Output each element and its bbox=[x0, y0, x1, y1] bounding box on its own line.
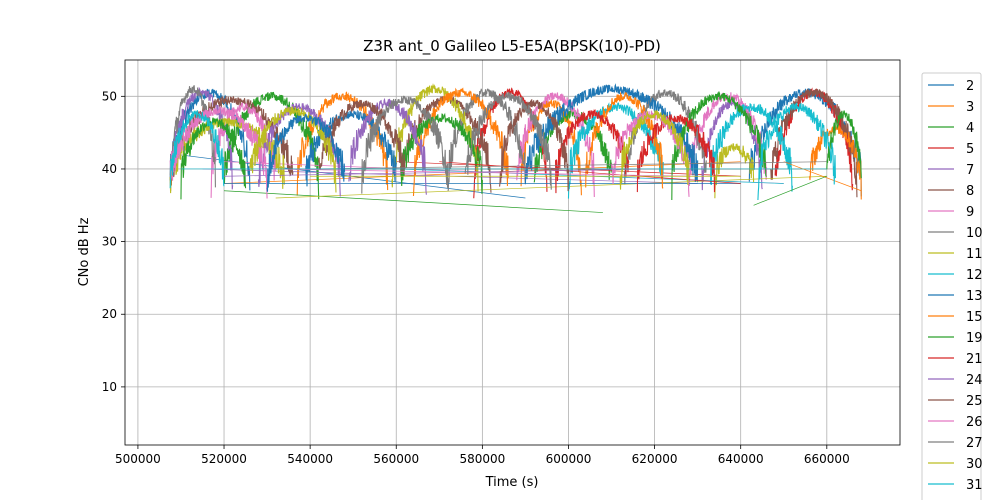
legend-label: 21 bbox=[966, 352, 983, 367]
y-tick-label: 10 bbox=[102, 380, 117, 394]
y-axis-label: CNo dB Hz bbox=[77, 217, 92, 286]
series-gap-line bbox=[310, 161, 827, 170]
x-tick-label: 620000 bbox=[632, 452, 678, 466]
series-gap-line bbox=[783, 161, 862, 192]
y-tick-label: 50 bbox=[102, 89, 117, 103]
series-pass bbox=[169, 110, 225, 189]
series-pass bbox=[464, 91, 552, 190]
legend-label: 13 bbox=[966, 289, 983, 304]
x-tick-label: 560000 bbox=[373, 452, 419, 466]
legend-label: 5 bbox=[966, 142, 974, 157]
series-line-31 bbox=[169, 102, 836, 201]
series-pass bbox=[169, 106, 268, 199]
legend-label: 3 bbox=[966, 100, 974, 115]
series-line-33 bbox=[266, 113, 346, 192]
series-pass bbox=[619, 110, 690, 190]
legend-label: 24 bbox=[966, 373, 983, 388]
legend-label: 2 bbox=[966, 79, 974, 94]
x-tick-label: 640000 bbox=[718, 452, 764, 466]
chart-title: Z3R ant_0 Galileo L5-E5A(BPSK(10)-PD) bbox=[363, 37, 661, 56]
series-pass bbox=[499, 98, 570, 192]
series-pass bbox=[447, 88, 526, 192]
series-gap-line bbox=[267, 168, 698, 177]
series-pass bbox=[266, 113, 346, 192]
series-pass bbox=[180, 117, 247, 200]
x-tick-label: 500000 bbox=[115, 452, 161, 466]
series-pass bbox=[585, 92, 664, 189]
series-pass bbox=[318, 99, 406, 175]
series-gap-line bbox=[224, 190, 603, 213]
series-pass bbox=[296, 91, 389, 196]
legend-label: 27 bbox=[966, 436, 983, 451]
legend-label: 8 bbox=[966, 184, 974, 199]
x-tick-label: 580000 bbox=[459, 452, 505, 466]
legend-label: 11 bbox=[966, 247, 983, 262]
series-pass bbox=[169, 86, 234, 190]
plot-frame bbox=[124, 59, 901, 446]
legend-label: 10 bbox=[966, 226, 983, 241]
legend-label: 19 bbox=[966, 331, 983, 346]
series-pass bbox=[714, 142, 755, 199]
legend: 23457891011121315192124252627303133 bbox=[921, 72, 983, 500]
legend-label: 26 bbox=[966, 415, 983, 430]
legend-label: 4 bbox=[966, 121, 974, 136]
x-axis-label: Time (s) bbox=[485, 475, 539, 490]
series-line-30 bbox=[249, 106, 741, 193]
legend-label: 15 bbox=[966, 310, 983, 325]
x-tick-label: 660000 bbox=[804, 452, 850, 466]
legend-box bbox=[921, 72, 982, 500]
series-pass bbox=[701, 100, 763, 191]
legend-label: 9 bbox=[966, 205, 974, 220]
series-gap-line bbox=[224, 168, 655, 177]
y-tick-label: 40 bbox=[102, 162, 117, 176]
series-pass bbox=[567, 101, 664, 199]
series-pass bbox=[671, 90, 767, 201]
series-line-27 bbox=[310, 91, 827, 194]
series-line-21 bbox=[439, 108, 741, 194]
series-pass bbox=[555, 108, 630, 194]
series-pass bbox=[710, 103, 793, 192]
y-tick-label: 30 bbox=[102, 235, 117, 249]
series-pass bbox=[348, 97, 427, 195]
series-layer bbox=[169, 83, 862, 213]
x-axis: 500000 520000 540000 560000 580000 600000 6200… bbox=[115, 445, 850, 466]
x-tick-label: 520000 bbox=[201, 452, 247, 466]
series-pass bbox=[361, 95, 449, 194]
series-pass bbox=[826, 110, 862, 179]
series-gap-line bbox=[753, 175, 827, 206]
series-gap-line bbox=[439, 161, 741, 184]
legend-label: 7 bbox=[966, 163, 974, 178]
series-pass bbox=[757, 102, 836, 201]
series-pass bbox=[636, 114, 716, 193]
y-tick-label: 20 bbox=[102, 307, 117, 321]
y-axis: 10 20 30 40 50 bbox=[102, 89, 125, 394]
series-pass bbox=[249, 106, 337, 193]
legend-label: 30 bbox=[966, 457, 983, 472]
legend-label: 31 bbox=[966, 478, 983, 493]
x-tick-label: 540000 bbox=[287, 452, 333, 466]
legend-label: 12 bbox=[966, 268, 983, 283]
legend-label: 25 bbox=[966, 394, 983, 409]
x-tick-label: 600000 bbox=[546, 452, 592, 466]
series-pass bbox=[400, 112, 483, 194]
